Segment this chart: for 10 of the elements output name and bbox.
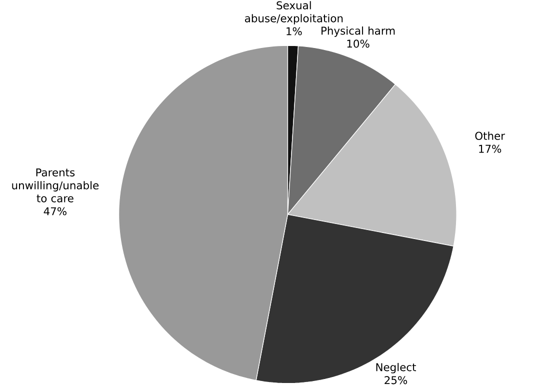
slice-label: Parents unwilling/unable to care	[12, 168, 99, 202]
data-label: 17%	[479, 144, 502, 153]
slice-label: Other	[475, 131, 506, 140]
slice-label: Physical harm	[322, 26, 395, 37]
data-label: 10%	[347, 39, 370, 48]
data-label: 25%	[384, 376, 408, 384]
slice-label: Neglect	[376, 362, 416, 374]
slice-label: Sexual abuse/exploitation	[245, 0, 343, 24]
data-label: 1%	[286, 27, 302, 36]
data-label: 47%	[44, 207, 66, 216]
